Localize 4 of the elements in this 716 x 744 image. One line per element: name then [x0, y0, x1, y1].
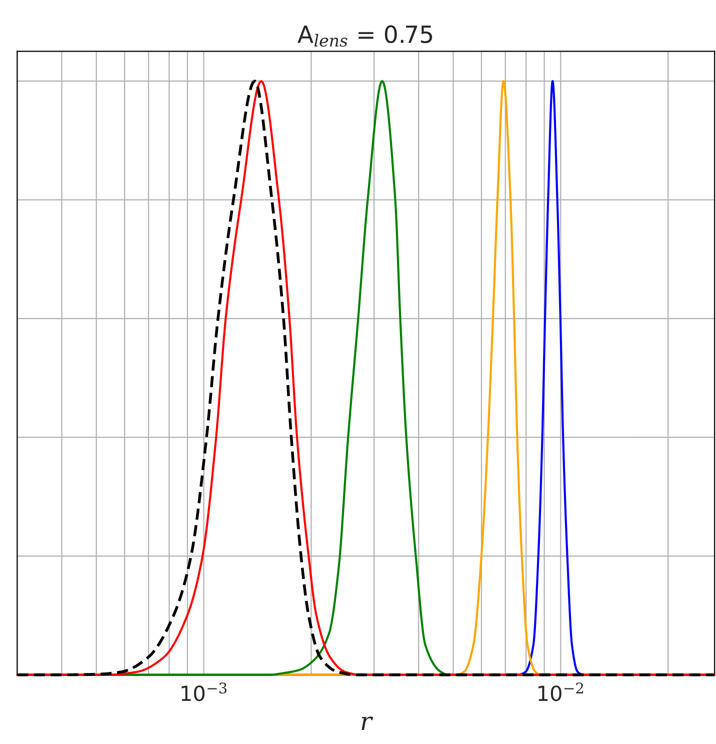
x-tick-label: 10$^{−3}$	[182, 682, 227, 702]
x-tick-label: 10$^{−2}$	[538, 682, 584, 702]
x-axis-title: r	[362, 716, 374, 730]
chart-title: A$_{lens}$ = 0.75	[298, 25, 432, 47]
